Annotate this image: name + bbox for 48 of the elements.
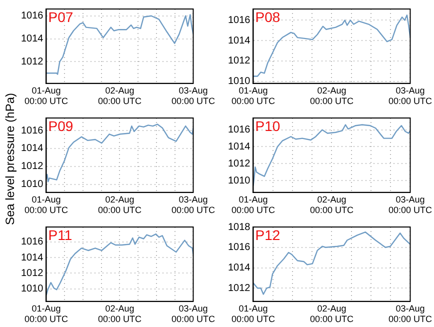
y-tick-label: 1012 [228, 56, 251, 67]
chart-title: P08 [255, 8, 280, 25]
y-tick-label: 1010 [228, 175, 251, 186]
y-tick-label: 1012 [20, 56, 44, 68]
x-tick-label: 01-Aug 00:00 UTC [24, 303, 68, 324]
chart-title: P12 [255, 226, 280, 243]
y-tick-label: 1018 [228, 222, 251, 233]
x-tick-label: 02-Aug 00:00 UTC [310, 85, 354, 106]
y-tick-label: 1016 [228, 242, 251, 254]
y-tick-label: 1016 [20, 125, 44, 136]
x-tick-label: 01-Aug 00:00 UTC [231, 194, 276, 216]
chart-title: P11 [48, 226, 72, 243]
chart-title: P10 [255, 118, 280, 134]
y-tick-label: 1014 [228, 262, 251, 274]
y-tick-label: 1014 [228, 35, 251, 46]
x-tick-label: 01-Aug 00:00 UTC [24, 194, 68, 216]
x-tick-label: 03-Aug 00:00 UTC [171, 194, 216, 216]
x-tick-label: 03-Aug 00:00 UTC [171, 303, 216, 324]
y-tick-label: 1016 [228, 124, 251, 136]
y-tick-label: 1012 [228, 282, 251, 294]
x-tick-label: 01-Aug 00:00 UTC [24, 85, 68, 106]
x-tick-label: 03-Aug 00:00 UTC [388, 85, 432, 106]
y-tick-label: 1014 [20, 143, 44, 154]
y-tick-label: 1010 [20, 179, 44, 190]
x-tick-label: 02-Aug 00:00 UTC [98, 303, 142, 324]
x-tick-label: 03-Aug 00:00 UTC [388, 303, 432, 324]
y-tick-label: 1016 [228, 14, 251, 26]
y-tick-label: 1012 [228, 158, 251, 170]
y-tick-label: 1010 [20, 284, 44, 295]
y-tick-label: 1014 [228, 141, 251, 152]
chart-title: P09 [48, 118, 74, 134]
x-tick-label: 03-Aug 00:00 UTC [388, 194, 432, 216]
x-tick-label: 03-Aug 00:00 UTC [171, 85, 216, 106]
y-tick-label: 1012 [20, 161, 44, 172]
y-tick-label: 1012 [20, 268, 44, 279]
chart-title: P07 [48, 8, 74, 25]
x-tick-label: 02-Aug 00:00 UTC [98, 194, 142, 216]
x-tick-label: 02-Aug 00:00 UTC [98, 85, 142, 106]
x-tick-label: 01-Aug 00:00 UTC [231, 85, 276, 106]
x-tick-label: 01-Aug 00:00 UTC [231, 303, 276, 324]
y-tick-label: 1014 [20, 252, 44, 264]
y-tick-label: 1010 [228, 76, 251, 88]
y-tick-label: 1014 [20, 34, 44, 45]
y-axis-title: Sea level pressure (hPa) [3, 92, 18, 226]
x-tick-label: 02-Aug 00:00 UTC [310, 303, 354, 324]
y-tick-label: 1016 [20, 236, 44, 248]
y-tick-label: 1016 [20, 10, 44, 22]
x-tick-label: 02-Aug 00:00 UTC [310, 194, 354, 216]
